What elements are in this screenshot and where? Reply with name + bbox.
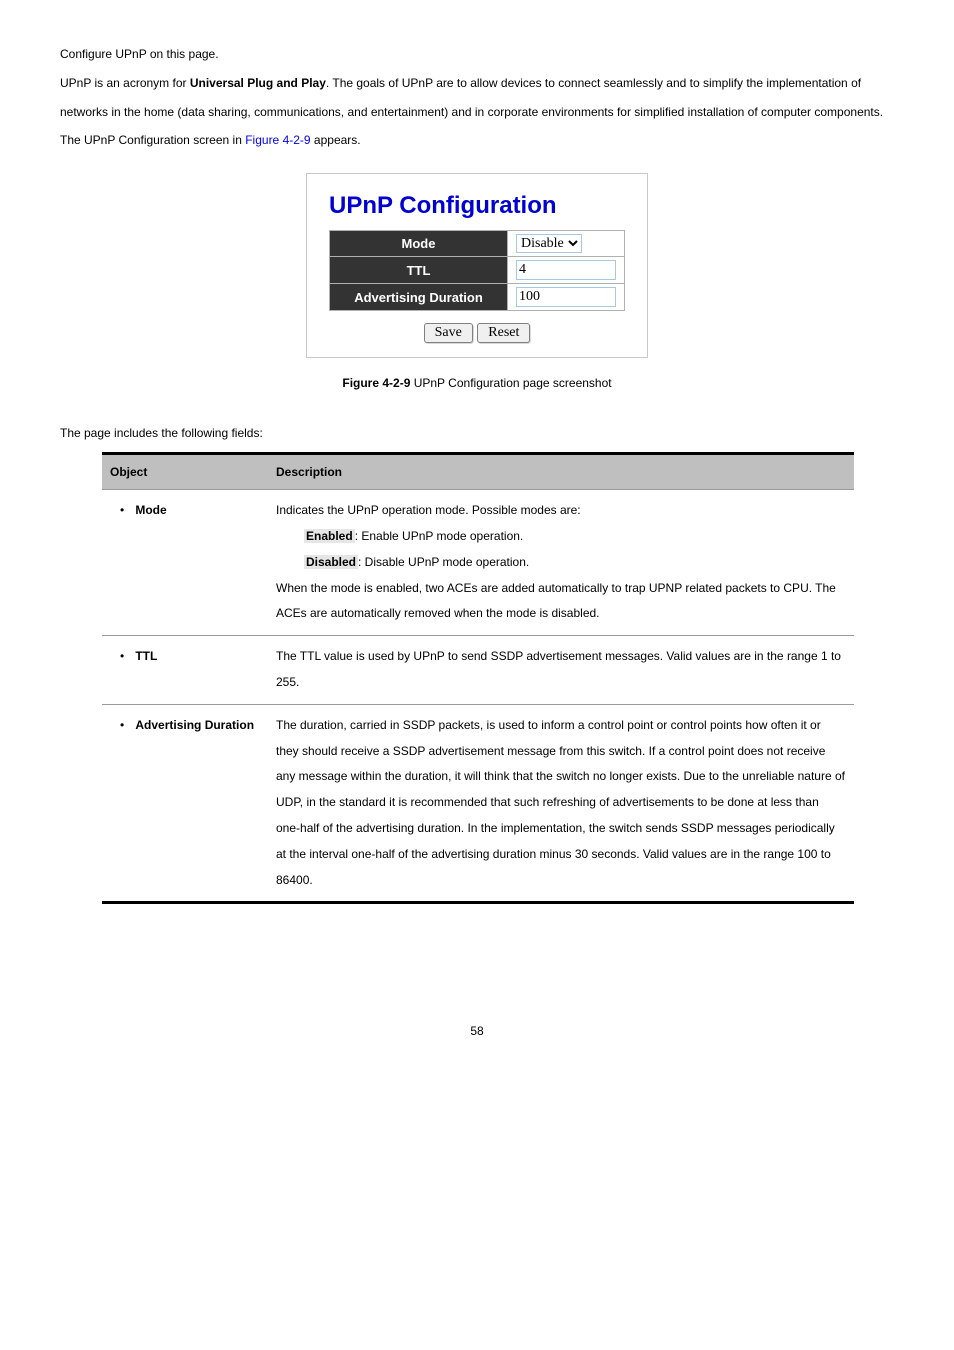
intro-line-1: Configure UPnP on this page. xyxy=(60,40,894,69)
mode-cell: Disable Enable xyxy=(508,231,625,257)
object-cell: • TTL xyxy=(102,636,268,705)
bullet-icon: • xyxy=(120,644,132,670)
caption-text: UPnP Configuration page screenshot xyxy=(410,376,611,390)
page-number: 58 xyxy=(60,1024,894,1038)
figure-caption: Figure 4-2-9 UPnP Configuration page scr… xyxy=(60,376,894,390)
table-row: Mode Disable Enable xyxy=(330,231,625,257)
button-row: Save Reset xyxy=(329,323,625,343)
ttl-input[interactable] xyxy=(516,260,616,280)
mode-select[interactable]: Disable Enable xyxy=(516,234,582,253)
description-cell: The duration, carried in SSDP packets, i… xyxy=(268,704,854,903)
bullet-icon: • xyxy=(120,498,132,524)
fields-description-table: Object Description • Mode Indicates the … xyxy=(102,452,854,904)
upnp-config-table: Mode Disable Enable TTL Advertisi xyxy=(329,230,625,311)
object-label: TTL xyxy=(135,649,157,663)
bullet-icon: • xyxy=(120,713,132,739)
figure-link[interactable]: Figure 4-2-9 xyxy=(245,133,310,147)
caption-prefix: Figure 4-2-9 xyxy=(342,376,410,390)
mode-term-text: : Enable UPnP mode operation. xyxy=(355,529,524,543)
intro-paragraph: Configure UPnP on this page. UPnP is an … xyxy=(60,40,894,155)
save-button[interactable]: Save xyxy=(424,323,473,343)
header-description: Description xyxy=(268,454,854,490)
upnp-panel-title: UPnP Configuration xyxy=(329,192,625,220)
fields-intro: The page includes the following fields: xyxy=(60,426,894,440)
desc-line: Indicates the UPnP operation mode. Possi… xyxy=(276,498,846,524)
mode-term: Enabled xyxy=(304,529,355,543)
mode-label: Mode xyxy=(330,231,508,257)
adv-duration-cell xyxy=(508,284,625,311)
object-cell: • Advertising Duration xyxy=(102,704,268,903)
table-row: • Advertising Duration The duration, car… xyxy=(102,704,854,903)
table-row: • Mode Indicates the UPnP operation mode… xyxy=(102,490,854,636)
upnp-panel-container: UPnP Configuration Mode Disable Enable T… xyxy=(60,173,894,358)
ttl-cell xyxy=(508,257,625,284)
upnp-configuration-panel: UPnP Configuration Mode Disable Enable T… xyxy=(306,173,648,358)
table-header-row: Object Description xyxy=(102,454,854,490)
intro-tail: appears. xyxy=(311,133,361,147)
object-cell: • Mode xyxy=(102,490,268,636)
intro-bold-term: Universal Plug and Play xyxy=(190,76,326,90)
object-label: Advertising Duration xyxy=(135,718,254,732)
object-label: Mode xyxy=(135,503,166,517)
mode-option-line: Disabled: Disable UPnP mode operation. xyxy=(276,550,846,576)
desc-line: The duration, carried in SSDP packets, i… xyxy=(276,713,846,894)
table-row: Advertising Duration xyxy=(330,284,625,311)
table-row: TTL xyxy=(330,257,625,284)
desc-line: The TTL value is used by UPnP to send SS… xyxy=(276,644,846,696)
document-page: Configure UPnP on this page. UPnP is an … xyxy=(0,0,954,1098)
mode-term: Disabled xyxy=(304,555,358,569)
mode-option-line: Enabled: Enable UPnP mode operation. xyxy=(276,524,846,550)
table-row: • TTL The TTL value is used by UPnP to s… xyxy=(102,636,854,705)
description-cell: Indicates the UPnP operation mode. Possi… xyxy=(268,490,854,636)
header-object: Object xyxy=(102,454,268,490)
reset-button[interactable]: Reset xyxy=(477,323,530,343)
adv-duration-input[interactable] xyxy=(516,287,616,307)
description-cell: The TTL value is used by UPnP to send SS… xyxy=(268,636,854,705)
intro-line-2: UPnP is an acronym for Universal Plug an… xyxy=(60,69,894,155)
intro-prefix: UPnP is an acronym for xyxy=(60,76,190,90)
adv-duration-label: Advertising Duration xyxy=(330,284,508,311)
desc-tail: When the mode is enabled, two ACEs are a… xyxy=(276,576,846,628)
ttl-label: TTL xyxy=(330,257,508,284)
mode-term-text: : Disable UPnP mode operation. xyxy=(358,555,529,569)
